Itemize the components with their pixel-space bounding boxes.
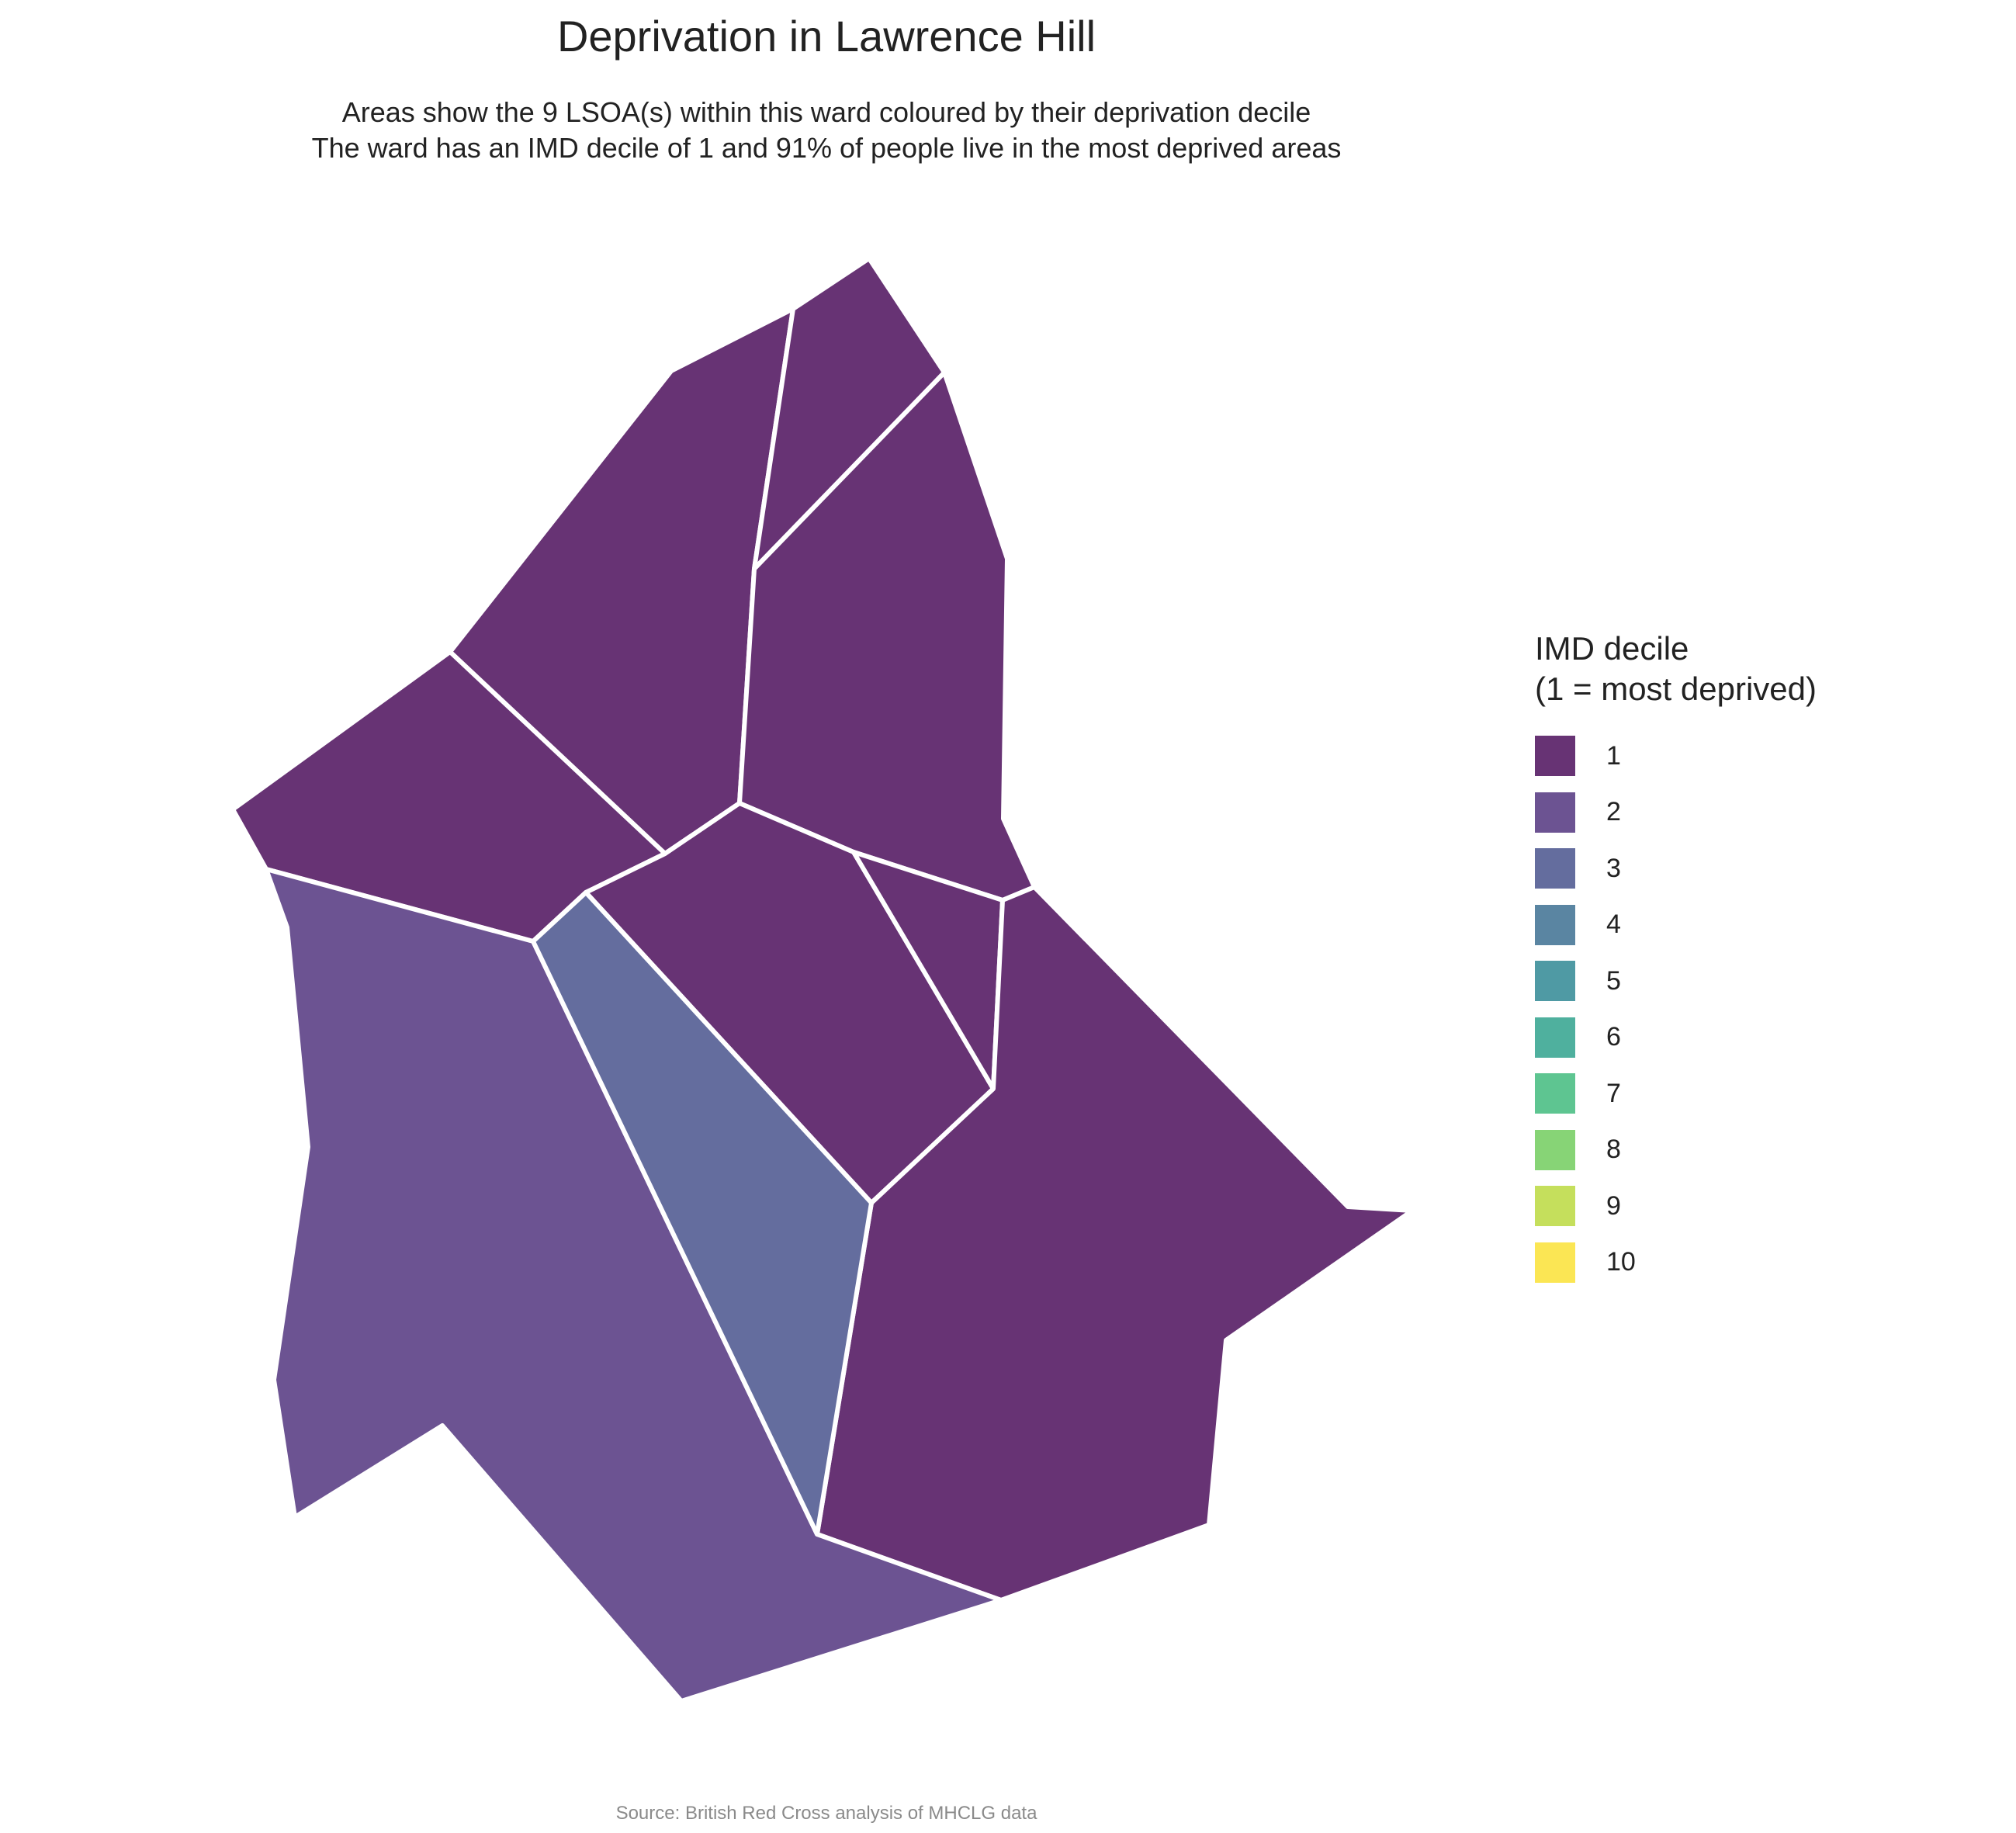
legend-item-10: 10 [1535,1235,1817,1291]
legend-item-2: 2 [1535,785,1817,841]
legend-label-1: 1 [1606,740,1621,771]
legend-swatch-10 [1535,1242,1575,1283]
legend-label-6: 6 [1606,1022,1621,1052]
legend-item-5: 5 [1535,953,1817,1010]
legend-label-7: 7 [1606,1078,1621,1108]
legend-item-7: 7 [1535,1065,1817,1122]
legend-title-line-1: IMD decile [1535,630,1689,667]
legend-label-8: 8 [1606,1135,1621,1165]
legend-label-5: 5 [1606,965,1621,996]
legend-title-line-2: (1 = most deprived) [1535,670,1817,707]
subtitle-line-1: Areas show the 9 LSOA(s) within this war… [341,96,1311,128]
legend-item-6: 6 [1535,1010,1817,1066]
legend: IMD decile (1 = most deprived) 1 2 3 4 5… [1535,629,1817,1291]
legend-item-1: 1 [1535,728,1817,785]
legend-swatch-1 [1535,736,1575,777]
source-caption: Source: British Red Cross analysis of MH… [615,1803,1037,1824]
legend-swatch-5 [1535,961,1575,1002]
legend-item-3: 3 [1535,840,1817,897]
subtitle-line-2: The ward has an IMD decile of 1 and 91% … [311,132,1342,164]
legend-label-10: 10 [1606,1247,1636,1277]
legend-swatch-6 [1535,1017,1575,1058]
legend-swatch-4 [1535,904,1575,945]
legend-swatch-9 [1535,1186,1575,1227]
legend-label-4: 4 [1606,910,1621,940]
legend-swatch-3 [1535,848,1575,889]
south-east-lsoa[interactable] [815,885,1415,1603]
legend-label-2: 2 [1606,797,1621,827]
page-title: Deprivation in Lawrence Hill [556,12,1096,61]
legend-label-3: 3 [1606,853,1621,883]
legend-swatch-8 [1535,1129,1575,1170]
legend-swatch-2 [1535,792,1575,833]
legend-swatch-7 [1535,1073,1575,1114]
legend-item-9: 9 [1535,1178,1817,1235]
legend-items: 1 2 3 4 5 6 7 8 [1535,728,1817,1291]
south-central-lsoa[interactable] [531,890,874,1537]
legend-item-4: 4 [1535,897,1817,954]
legend-item-8: 8 [1535,1122,1817,1179]
legend-label-9: 9 [1606,1190,1621,1221]
